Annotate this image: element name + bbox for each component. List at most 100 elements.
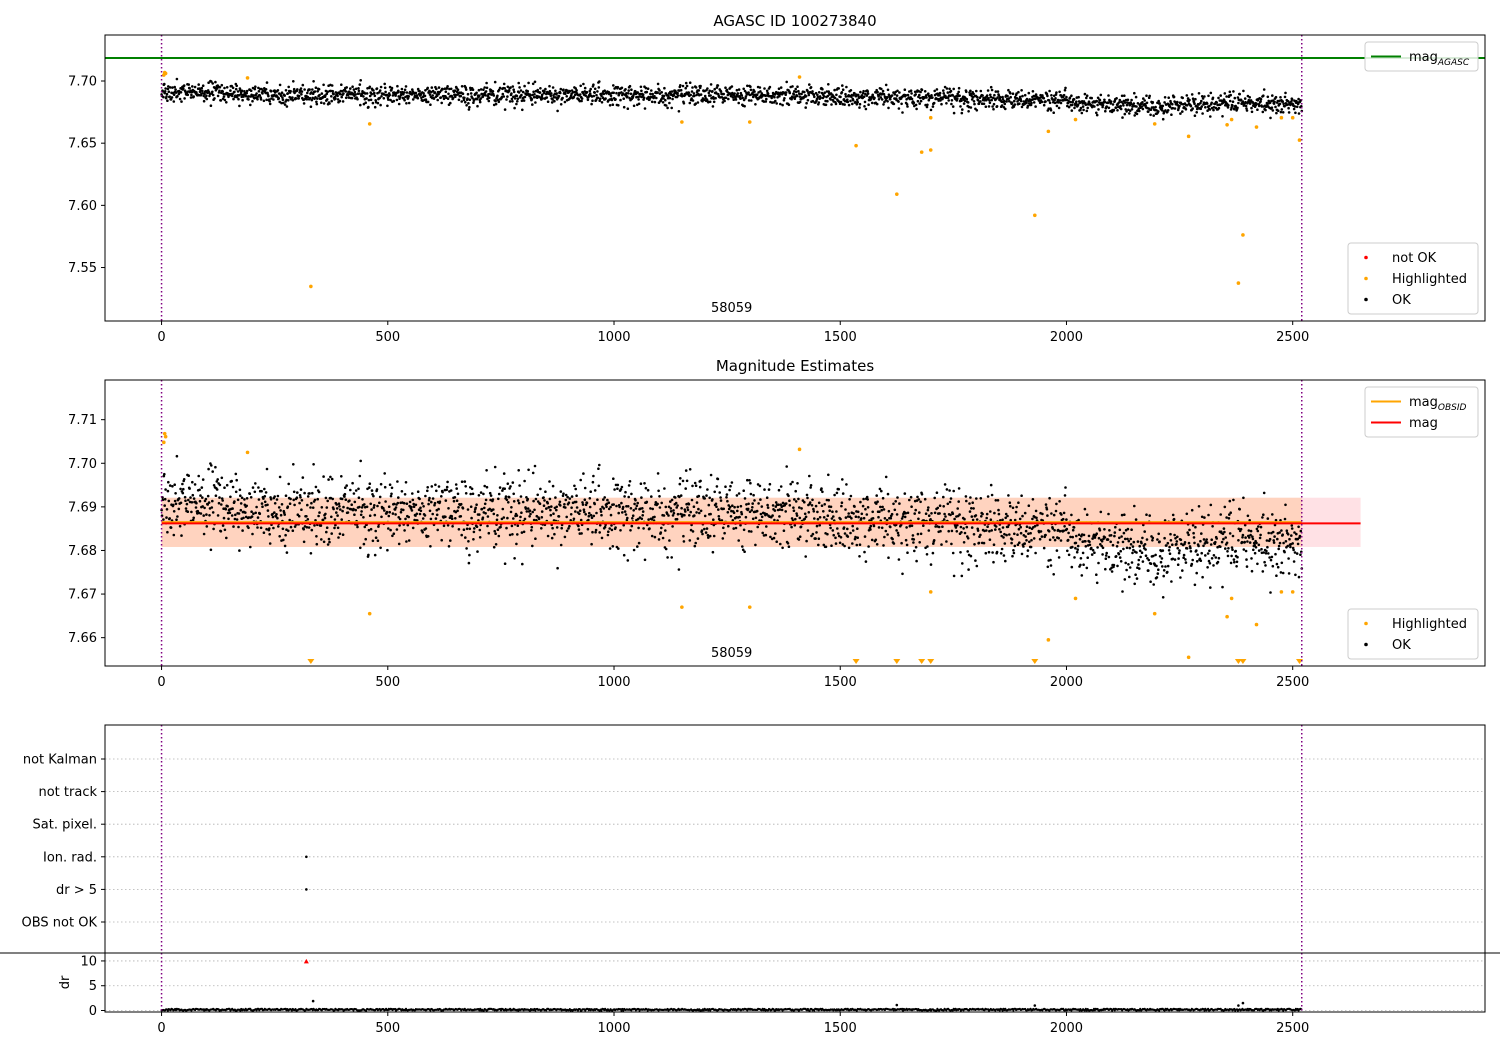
ok-point <box>805 539 808 543</box>
ok-point <box>1048 496 1051 500</box>
ok-point <box>572 95 576 99</box>
ok-point <box>804 515 808 519</box>
ok-point <box>254 511 257 515</box>
ok-point <box>488 96 491 100</box>
ok-point <box>989 85 993 89</box>
ok-point <box>446 97 450 100</box>
ok-point <box>851 102 854 106</box>
ok-point <box>495 518 499 522</box>
ok-point <box>216 514 220 517</box>
ok-point <box>930 512 933 515</box>
ok-point <box>523 517 527 521</box>
ok-point <box>1021 94 1024 98</box>
ok-point <box>538 502 542 506</box>
ok-point <box>418 512 422 516</box>
ok-point <box>741 548 745 552</box>
ok-point <box>689 93 692 97</box>
ok-point <box>667 94 670 98</box>
ok-point <box>867 103 870 106</box>
ok-point <box>211 511 215 514</box>
ok-point <box>464 536 467 539</box>
ok-point <box>790 525 793 529</box>
ok-point <box>378 96 382 100</box>
ok-point <box>521 108 524 112</box>
ok-point <box>394 506 398 509</box>
ok-point <box>690 498 694 502</box>
ok-point <box>886 88 890 92</box>
ok-point <box>407 101 411 105</box>
ok-point <box>848 498 851 501</box>
ok-point <box>1072 526 1076 529</box>
ok-point <box>1078 537 1082 541</box>
ok-point <box>1170 113 1173 116</box>
ok-point <box>1206 566 1209 569</box>
ok-point <box>1098 529 1102 532</box>
ok-point <box>322 475 325 478</box>
ok-points <box>160 454 1304 599</box>
ok-point <box>1053 538 1057 542</box>
ok-point <box>277 97 281 100</box>
ok-point <box>391 534 394 538</box>
ok-point <box>918 541 921 544</box>
ok-point <box>484 498 488 502</box>
ok-point <box>232 525 235 528</box>
ok-point <box>1160 557 1164 560</box>
ok-point <box>953 517 956 521</box>
ok-point <box>1196 553 1199 556</box>
ok-point <box>534 497 538 501</box>
ok-point <box>687 502 691 506</box>
ok-point <box>223 86 226 90</box>
ok-point <box>598 523 602 527</box>
ok-point <box>875 494 878 497</box>
ok-point <box>923 90 927 93</box>
ok-point <box>822 543 826 547</box>
ok-point <box>336 98 340 101</box>
ok-point <box>293 503 296 507</box>
ok-point <box>612 91 615 95</box>
ok-point <box>842 526 846 529</box>
ok-point <box>258 94 262 97</box>
ok-point <box>302 102 306 105</box>
ok-point <box>412 502 416 506</box>
ok-point <box>171 485 174 488</box>
ok-point <box>987 105 991 108</box>
ok-point <box>1133 504 1136 508</box>
ok-point <box>358 83 362 86</box>
ok-point <box>363 503 366 506</box>
ok-point <box>709 94 712 97</box>
ok-point <box>711 498 714 501</box>
ok-point <box>611 545 615 548</box>
ok-point <box>906 105 909 108</box>
ok-point <box>841 492 845 495</box>
ok-point <box>950 99 954 102</box>
ok-point <box>177 497 181 500</box>
ok-point <box>1001 98 1005 101</box>
ok-point <box>1123 537 1127 541</box>
ok-point <box>1242 104 1246 107</box>
ok-point <box>1231 104 1234 107</box>
ok-point <box>376 101 380 105</box>
ok-point <box>548 89 552 93</box>
ok-point <box>179 91 183 94</box>
ok-point <box>1133 114 1136 117</box>
ok-point <box>709 512 712 516</box>
ok-point <box>372 506 376 509</box>
ok-point <box>581 503 585 506</box>
ok-point <box>400 490 404 493</box>
ok-point <box>312 463 315 466</box>
ok-point <box>791 85 794 88</box>
ok-point <box>351 85 354 88</box>
ok-point <box>1023 542 1026 545</box>
ok-point <box>1111 543 1115 547</box>
ok-point <box>712 518 715 521</box>
ok-point <box>829 505 833 509</box>
ok-point <box>254 482 257 485</box>
ok-point <box>532 499 535 503</box>
ok-point <box>461 507 465 510</box>
ok-point <box>967 110 970 113</box>
ok-point <box>929 563 933 566</box>
ok-point <box>451 96 455 100</box>
ok-point <box>1188 528 1191 532</box>
highlighted-point <box>854 143 858 148</box>
ok-point <box>970 98 974 101</box>
